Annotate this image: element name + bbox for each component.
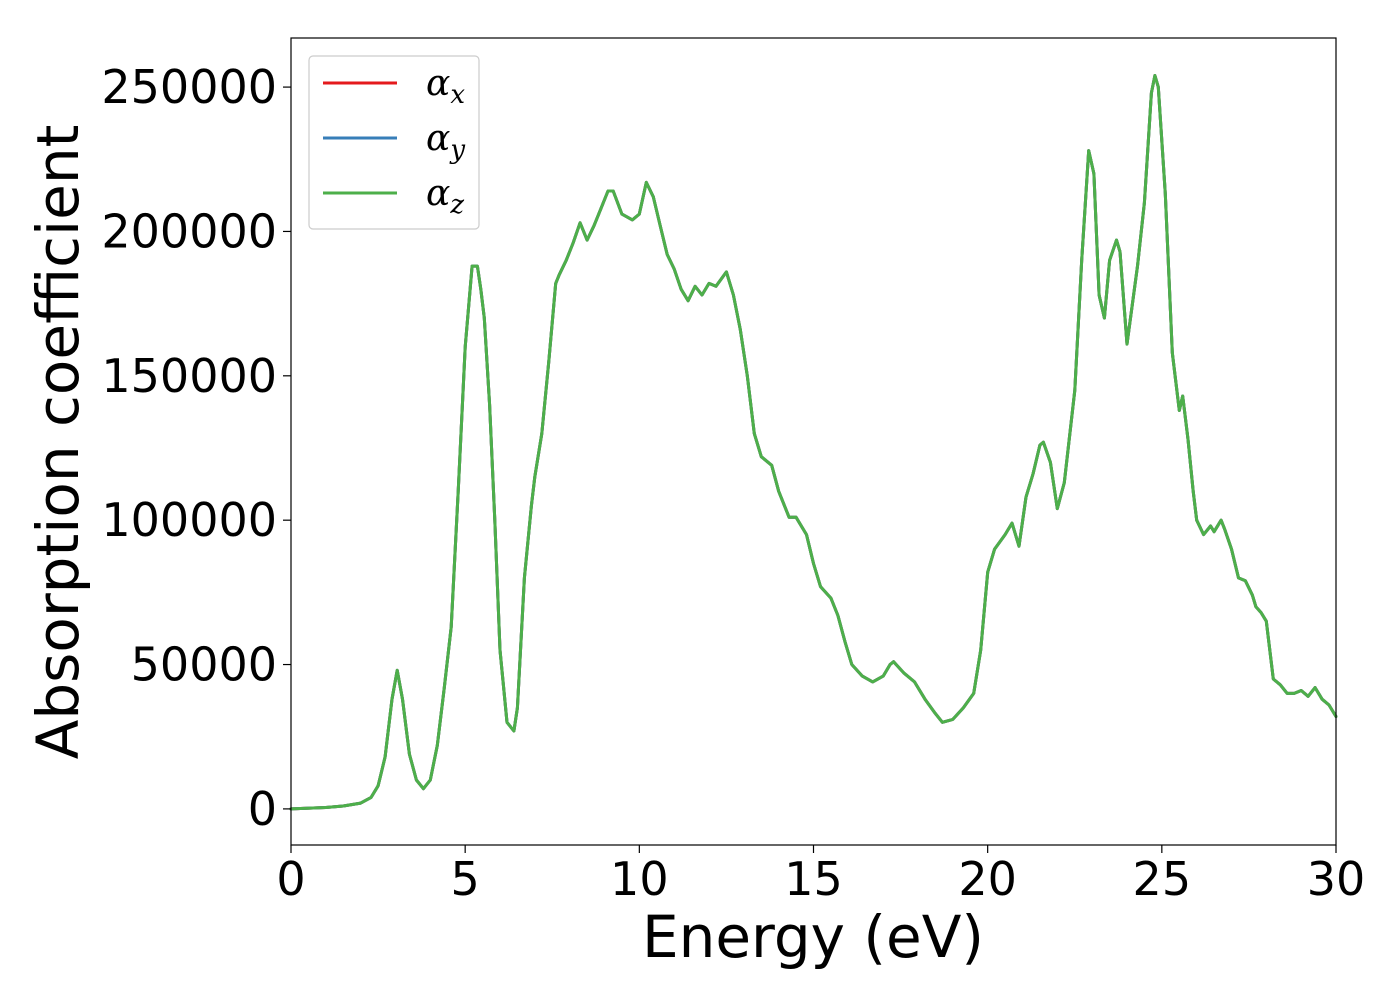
x-axis-title: Energy (eV)	[642, 903, 984, 971]
x-tick-label: 5	[451, 852, 480, 906]
legend-frame	[308, 55, 480, 230]
x-tick-label: 10	[610, 852, 669, 906]
legend-subscript-z: z	[449, 190, 464, 220]
legend-subscript-x: x	[450, 80, 465, 110]
x-tick-label: 30	[1307, 852, 1366, 906]
x-tick-label: 0	[276, 852, 305, 906]
x-axis: 0 5 10 15 20 25 30	[276, 845, 1365, 906]
y-axis: 0 50000 100000 150000 200000 250000	[101, 60, 291, 836]
x-tick-label: 15	[784, 852, 843, 906]
series-layer	[289, 74, 1338, 811]
y-tick-label: 200000	[101, 204, 277, 258]
y-tick-label: 0	[248, 782, 277, 836]
series-line-z	[289, 74, 1338, 811]
y-tick-label: 100000	[101, 493, 277, 547]
y-tick-label: 50000	[131, 638, 277, 692]
y-tick-label: 150000	[101, 349, 277, 403]
y-axis-title: Absorption coefficient	[24, 125, 92, 760]
x-tick-label: 25	[1133, 852, 1192, 906]
y-tick-label: 250000	[101, 60, 277, 114]
legend-subscript-y: y	[449, 135, 465, 165]
x-tick-label: 20	[958, 852, 1017, 906]
